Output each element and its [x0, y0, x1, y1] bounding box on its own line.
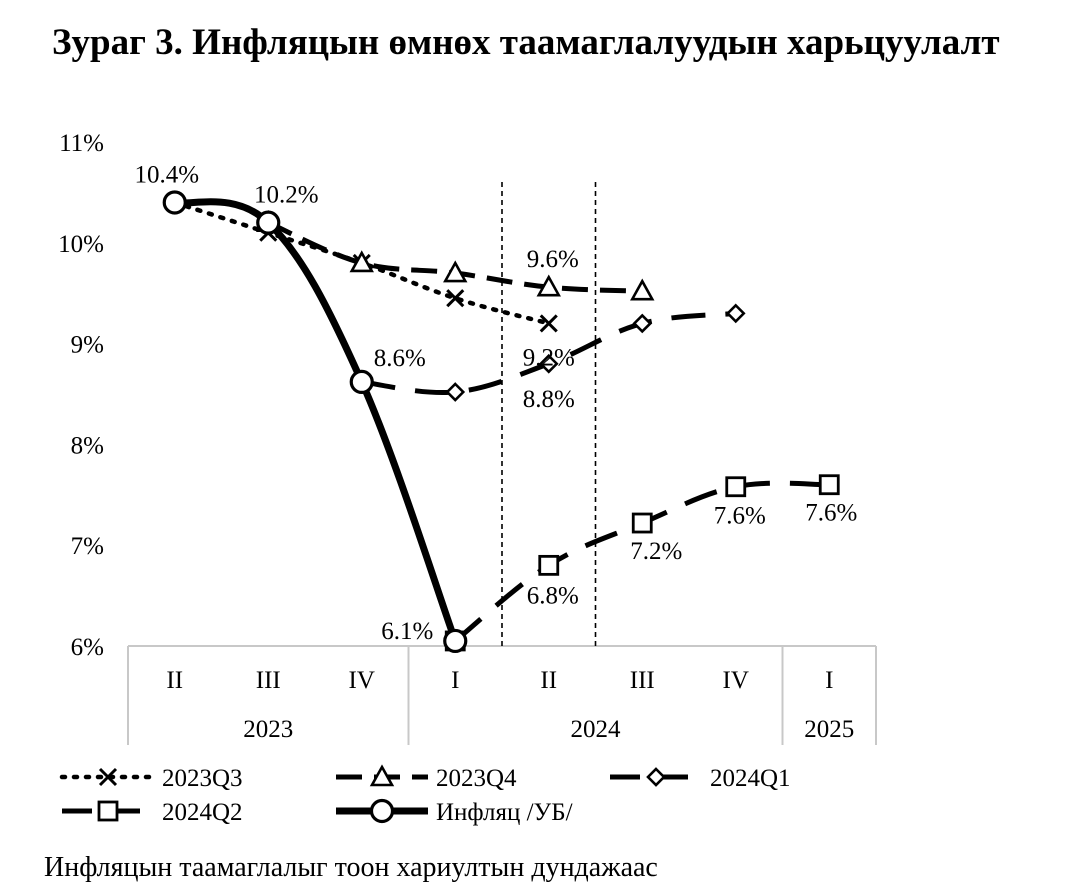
marker-series: [162, 190, 187, 215]
legend-entry-2023q4: 2023Q4: [336, 764, 517, 792]
data-label: 10.2%: [254, 182, 319, 209]
marker-2023q4: [349, 250, 374, 273]
x-tick-label: I: [825, 667, 833, 694]
data-label: 10.4%: [134, 161, 199, 188]
y-tick-label: 8%: [71, 432, 104, 459]
data-labels: 10.4% 10.2% 8.6% 6.1% 9.6% 9.2% 8.8% 6.8% 7.2% 7.…: [134, 161, 857, 644]
legend-label: 2023Q3: [162, 765, 243, 792]
y-tick-label: 11%: [59, 130, 104, 157]
x-tick-label: II: [166, 667, 183, 694]
data-label: 8.8%: [523, 386, 575, 413]
legend-marker: [98, 767, 118, 787]
y-tick-label: 6%: [71, 634, 104, 661]
x-tick-label: II: [540, 667, 557, 694]
data-label: 6.8%: [527, 582, 579, 609]
y-tick-label: 10%: [58, 231, 104, 258]
year-label: 2025: [804, 716, 854, 743]
x-tick-label: III: [256, 667, 281, 694]
marker-2024q1: [725, 303, 746, 324]
legend-marker: [369, 764, 395, 787]
marker-series: [443, 628, 468, 654]
data-label: 9.2%: [523, 344, 575, 371]
data-label: 8.6%: [374, 345, 426, 372]
marker-2023q4: [443, 260, 468, 283]
legend-label: 2024Q2: [162, 799, 243, 826]
marker-2024q2: [818, 474, 840, 496]
legend-entry-2024q2: 2024Q2: [62, 799, 243, 826]
marker-2023q3: [539, 314, 558, 333]
x-tick-label: IV: [723, 667, 749, 694]
y-tick-label: 9%: [71, 332, 104, 359]
x-tick-label: I: [451, 667, 459, 694]
legend-entry-2023q3: 2023Q3: [59, 765, 243, 792]
y-tick-label: 7%: [71, 533, 104, 560]
marker-2024q2: [631, 512, 653, 534]
legend-marker: [646, 767, 666, 787]
marker-series: [256, 210, 281, 235]
marker-2023q4: [536, 274, 561, 297]
marker-series: [349, 369, 374, 395]
series-line-series: [174, 198, 459, 643]
data-label: 9.6%: [527, 246, 579, 273]
legend-label: 2023Q4: [436, 765, 517, 792]
legend-marker: [369, 798, 395, 824]
footer-text: Инфляцын таамаглалыг тоон хариултын дунд…: [44, 852, 658, 883]
data-label: 7.6%: [805, 500, 857, 527]
marker-2023q4: [630, 278, 655, 301]
legend-entry-2024q1: 2024Q1: [610, 765, 791, 792]
legend-label: Инфляц /УБ/: [436, 799, 573, 826]
x-marker-stroke: [539, 314, 558, 333]
chart-title: Зураг 3. Инфляцын өмнөх таамаглалуудын х…: [52, 22, 1000, 63]
x-marker-stroke: [98, 767, 118, 787]
x-tick-label: IV: [349, 667, 375, 694]
marker-2024q2: [725, 476, 747, 498]
x-tick-label: III: [630, 667, 655, 694]
marker-2024q1: [445, 382, 466, 402]
marker-2024q1: [538, 353, 559, 374]
data-label: 7.2%: [630, 538, 682, 565]
marker-2024q1: [632, 313, 653, 334]
data-label: 6.1%: [381, 618, 433, 645]
legend-marker: [97, 800, 119, 822]
legend-label: 2024Q1: [710, 765, 791, 792]
x-marker-stroke: [446, 289, 465, 308]
series-markers: [162, 190, 840, 654]
legend-entry-series: Инфляц /УБ/: [336, 798, 573, 826]
year-label: 2023: [243, 716, 293, 743]
legend: 2023Q3 2023Q4 2024Q1 2024Q2 Инфляц /УБ/: [59, 764, 791, 826]
year-label: 2024: [571, 716, 622, 743]
marker-2024q2: [538, 554, 560, 576]
marker-2023q3: [446, 289, 465, 308]
data-label: 7.6%: [714, 503, 766, 530]
